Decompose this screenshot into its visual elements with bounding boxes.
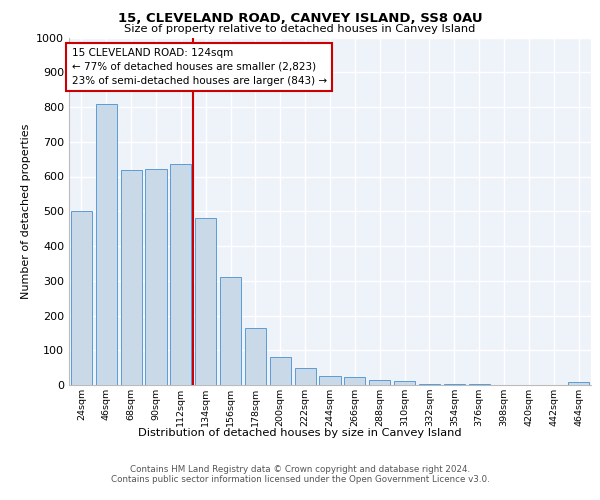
- Bar: [220, 276, 241, 385]
- Text: Distribution of detached houses by size in Canvey Island: Distribution of detached houses by size …: [138, 428, 462, 438]
- Bar: [444, 384, 465, 385]
- Text: 15 CLEVELAND ROAD: 124sqm
← 77% of detached houses are smaller (2,823)
23% of se: 15 CLEVELAND ROAD: 124sqm ← 77% of detac…: [71, 48, 327, 86]
- Bar: [469, 384, 490, 385]
- Text: Contains HM Land Registry data © Crown copyright and database right 2024.: Contains HM Land Registry data © Crown c…: [130, 464, 470, 473]
- Bar: [245, 328, 266, 385]
- Text: Contains public sector information licensed under the Open Government Licence v3: Contains public sector information licen…: [110, 476, 490, 484]
- Bar: [369, 380, 390, 385]
- Bar: [295, 368, 316, 385]
- Bar: [394, 381, 415, 385]
- Bar: [419, 384, 440, 385]
- Y-axis label: Number of detached properties: Number of detached properties: [20, 124, 31, 299]
- Bar: [195, 218, 216, 385]
- Bar: [121, 170, 142, 385]
- Text: 15, CLEVELAND ROAD, CANVEY ISLAND, SS8 0AU: 15, CLEVELAND ROAD, CANVEY ISLAND, SS8 0…: [118, 12, 482, 25]
- Bar: [96, 104, 117, 385]
- Bar: [319, 376, 341, 385]
- Bar: [344, 378, 365, 385]
- Bar: [71, 211, 92, 385]
- Bar: [568, 382, 589, 385]
- Bar: [270, 357, 291, 385]
- Text: Size of property relative to detached houses in Canvey Island: Size of property relative to detached ho…: [124, 24, 476, 34]
- Bar: [145, 168, 167, 385]
- Bar: [170, 164, 191, 385]
